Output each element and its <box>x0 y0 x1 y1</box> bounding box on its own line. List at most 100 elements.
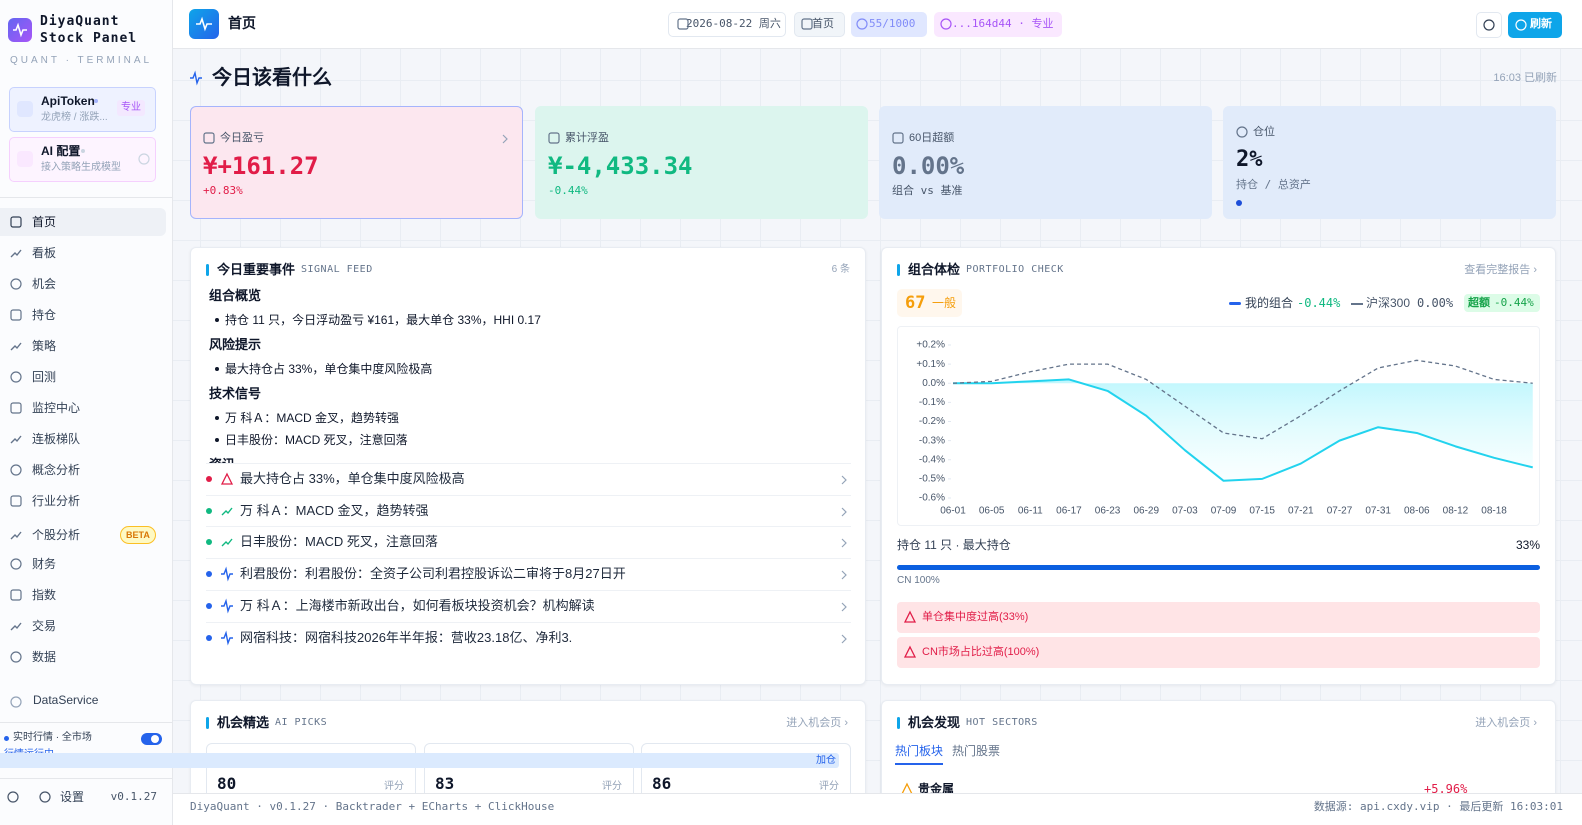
icon-shape <box>221 630 233 645</box>
kpi-value: 0.00% <box>892 152 965 180</box>
chevron <box>841 475 847 485</box>
icon <box>903 610 917 623</box>
event-text[interactable]: 最大持仓占 33%，单仓集中度风险极高 <box>240 471 465 486</box>
chevron <box>841 602 847 612</box>
panel-subtitle: PORTFOLIO CHECK <box>966 264 1064 275</box>
kpi-label: 仓位 <box>1253 126 1275 138</box>
refresh-button[interactable] <box>1508 12 1562 38</box>
x-tick-label: 08-06 <box>1404 506 1430 517</box>
icon-shape <box>856 18 868 30</box>
icon-shape <box>10 558 22 570</box>
market-label: CN 100% <box>897 575 940 586</box>
chevron-shape <box>841 538 847 548</box>
icon-shape <box>10 464 22 476</box>
quota-chip <box>851 12 927 37</box>
chevron-shape <box>841 475 847 485</box>
icon <box>10 622 22 631</box>
x-tick-label: 07-21 <box>1288 506 1314 517</box>
y-tick-label: -0.3% <box>919 435 945 446</box>
icon-shape <box>10 589 22 601</box>
token-chip <box>934 12 1062 37</box>
event-dot <box>206 571 212 578</box>
divider <box>0 778 173 779</box>
icon <box>1515 19 1527 31</box>
icon-shape <box>892 132 904 144</box>
icon <box>1236 126 1248 138</box>
nav-item: 持仓 <box>32 308 57 322</box>
icon <box>10 464 22 476</box>
event-text[interactable]: 网宿科技：网宿科技2026年半年报：营收23.18亿、净利3. <box>240 629 573 645</box>
panel-subtitle: HOT SECTORS <box>966 717 1038 728</box>
event-text[interactable]: 万 科Ａ：MACD 金叉，趋势转强 <box>240 502 429 518</box>
icon <box>903 645 917 658</box>
icon <box>10 278 22 290</box>
tab: 热门股票 <box>952 744 1001 758</box>
kpi-sub: -0.44% <box>548 184 588 197</box>
panel-link: 进入机会页 › <box>1475 717 1537 729</box>
chevron <box>841 538 847 548</box>
status-dot <box>81 149 85 153</box>
x-tick-label: 06-17 <box>1056 506 1082 517</box>
event-dot <box>206 507 212 514</box>
event-text[interactable]: 万 科Ａ：上海楼市新政出台，如何看板块投资机会？机构解读 <box>240 597 595 613</box>
icon-shape <box>220 472 234 485</box>
icon <box>10 435 22 444</box>
event-separator <box>206 463 851 464</box>
event-text[interactable]: 利君股份：利君股份：全资子公司利君控股诉讼二审将于8月27日开 <box>240 566 626 582</box>
refresh-text: 刷新 <box>1530 18 1552 30</box>
area <box>953 379 1533 481</box>
x-tick-label: 06-23 <box>1095 506 1121 517</box>
sector-change: +5.96% <box>1424 782 1468 796</box>
y-tick-label: -0.6% <box>919 493 945 504</box>
summary-heading: 资讯 <box>209 456 235 464</box>
brand-line: Stock Panel <box>40 31 138 46</box>
icon <box>221 630 233 645</box>
title-bar <box>206 717 209 729</box>
settings: 设置 <box>60 790 85 804</box>
icon-shape <box>13 22 27 38</box>
nav-item: 指数 <box>32 588 57 602</box>
excess-badge <box>1464 294 1540 312</box>
event-text[interactable]: 日丰股份：MACD 死叉，注意回落 <box>240 534 438 550</box>
icon-shape <box>903 610 917 623</box>
toggle-knob <box>151 735 159 743</box>
chevron <box>841 570 847 580</box>
icon-shape <box>203 132 215 144</box>
event-separator <box>206 558 851 560</box>
icon-shape <box>221 538 233 547</box>
icon-shape <box>10 696 22 708</box>
summary-item: 持仓 11 只，今日浮动盈亏 ¥161，最大单仓 33%，HHI 0.17 <box>225 313 541 327</box>
chevron-shape <box>841 634 847 643</box>
icon <box>10 558 22 570</box>
tab: 热门板块 <box>895 744 944 758</box>
data-service: DataService <box>33 693 99 707</box>
icon <box>10 651 22 663</box>
icon <box>7 791 19 803</box>
event-count: 6 条 <box>831 264 850 275</box>
card-icon <box>17 151 33 167</box>
event-separator <box>206 589 851 591</box>
nav-item: 概念分析 <box>32 463 81 477</box>
y-tick-label: -0.1% <box>919 397 945 408</box>
x-tick-label: 07-31 <box>1365 506 1391 517</box>
theme-button <box>1476 12 1502 38</box>
warning <box>897 602 1540 633</box>
nav-item: 财务 <box>32 557 57 571</box>
chart-frame <box>897 326 1540 526</box>
icon-shape <box>10 249 22 258</box>
icon <box>190 70 202 86</box>
panel-title: 组合体检 <box>908 262 961 277</box>
excess-value: -0.44% <box>1494 296 1534 309</box>
icon-shape <box>221 566 233 582</box>
kpi-label: 累计浮盈 <box>565 132 609 144</box>
refresh-time: 16:03 已刷新 <box>1493 72 1557 84</box>
title-bar <box>897 264 900 276</box>
icon <box>138 153 150 165</box>
quota-chip-text: 55/1000 <box>869 17 916 30</box>
nav-badge: BETA <box>120 526 156 544</box>
kpi-dot <box>1236 200 1242 206</box>
icon <box>10 402 22 414</box>
topbar-logo-icon <box>196 16 212 32</box>
card-badge: 专业 <box>117 100 145 116</box>
nav-item: 机会 <box>32 277 57 291</box>
